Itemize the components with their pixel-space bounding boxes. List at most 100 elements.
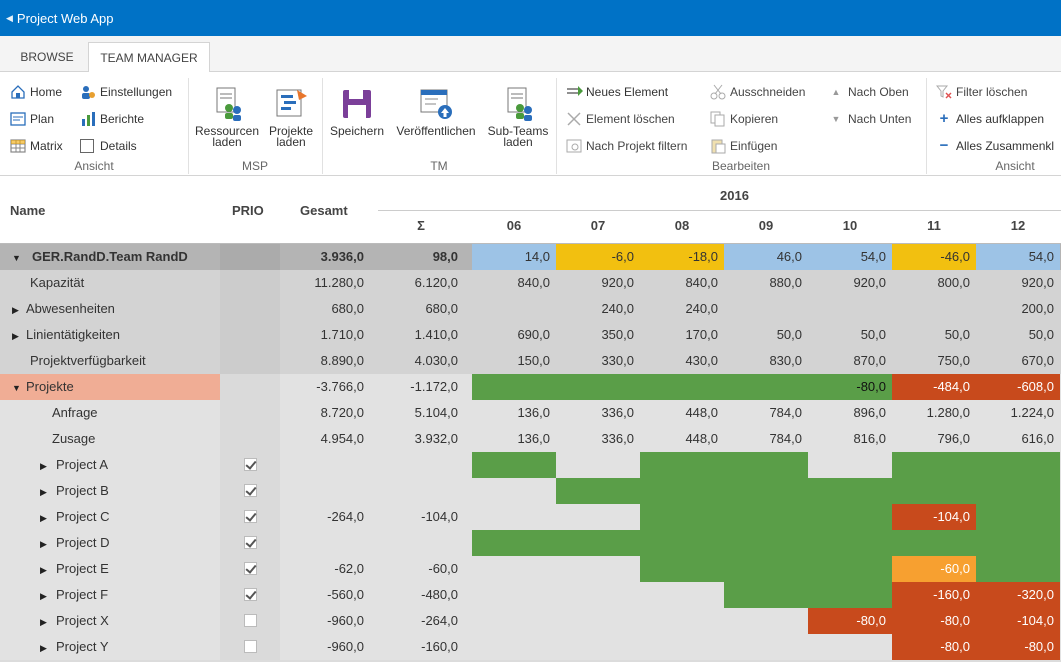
details-checkbox[interactable]: Details (80, 136, 137, 156)
alles-zusammenklappen-button[interactable]: − Alles Zusammenkl (936, 136, 1054, 156)
prio-checkbox[interactable] (244, 458, 257, 471)
col-header-name[interactable]: Name (10, 203, 46, 218)
tab-team-manager[interactable]: TEAM MANAGER (88, 42, 210, 73)
col-header-month[interactable]: 06 (506, 218, 522, 233)
table-row[interactable] (0, 322, 1061, 348)
allocation-block (976, 530, 1060, 556)
nach-oben-button[interactable]: ▲ Nach Oben (828, 82, 909, 102)
cell-month: 240,0 (685, 301, 718, 316)
back-arrow-icon[interactable]: ◀ (6, 12, 13, 23)
row-label[interactable]: ▶ Project Y (40, 634, 109, 660)
status-cell (808, 374, 892, 400)
expand-icon[interactable]: ▶ (40, 617, 47, 627)
expand-icon[interactable]: ▶ (40, 565, 47, 575)
col-header-month[interactable]: 08 (674, 218, 690, 233)
col-header-month[interactable]: 12 (1010, 218, 1026, 233)
filter-loeschen-button[interactable]: Filter löschen (935, 82, 1027, 102)
nach-unten-button[interactable]: ▼ Nach Unten (828, 109, 912, 129)
col-header-month[interactable]: 11 (927, 218, 941, 233)
col-header-sigma[interactable]: Σ (417, 218, 425, 233)
expand-icon[interactable]: ▶ (40, 539, 47, 549)
sub-teams-laden-button[interactable]: Sub-Teams laden (484, 86, 552, 148)
allocation-block (808, 582, 892, 608)
cell-month: 1.224,0 (1010, 405, 1054, 420)
row-label[interactable]: ▶ Project C (40, 504, 109, 530)
row-label[interactable]: ▶ Project B (40, 478, 109, 504)
nach-projekt-filtern-button[interactable]: Nach Projekt filtern (566, 136, 687, 156)
cell-month (640, 452, 724, 478)
row-label[interactable]: ▶ Project A (40, 452, 108, 478)
col-header-month[interactable]: 09 (758, 218, 774, 233)
neues-element-button[interactable]: Neues Element (566, 82, 668, 102)
home-icon (10, 84, 26, 100)
row-label[interactable]: ▶ Project F (40, 582, 108, 608)
cell-month: 616,0 (1021, 431, 1054, 446)
table-row[interactable] (0, 400, 1061, 426)
table-row[interactable] (0, 296, 1061, 322)
prio-checkbox[interactable] (244, 562, 257, 575)
group-label-tm: TM (430, 159, 448, 173)
row-label[interactable]: Projektverfügbarkeit (28, 348, 146, 374)
expand-icon[interactable]: ▶ (12, 305, 19, 315)
kopieren-button[interactable]: Kopieren (710, 109, 778, 129)
einfuegen-button[interactable]: Einfügen (710, 136, 777, 156)
cell-month: 200,0 (1021, 301, 1054, 316)
ressourcen-laden-button[interactable]: Ressourcen laden (192, 86, 262, 148)
matrix-button[interactable]: Matrix (10, 136, 63, 156)
tab-browse[interactable]: BROWSE (20, 50, 74, 64)
table-row[interactable] (0, 270, 1061, 296)
home-button[interactable]: Home (10, 82, 62, 102)
col-header-month[interactable]: 10 (842, 218, 858, 233)
collapse-icon[interactable]: ▼ (12, 253, 21, 263)
prio-checkbox[interactable] (244, 640, 257, 653)
row-label[interactable]: ▼ GER.RandD.Team RandD (12, 244, 188, 270)
cell-month: 14,0 (524, 249, 550, 264)
plan-button[interactable]: Plan (10, 109, 54, 129)
expand-icon[interactable]: ▶ (40, 487, 47, 497)
cell-month (724, 582, 808, 608)
prio-checkbox[interactable] (244, 614, 257, 627)
prio-checkbox[interactable] (244, 536, 257, 549)
einstellungen-button[interactable]: Einstellungen (80, 82, 172, 102)
row-label[interactable]: Kapazität (28, 270, 84, 296)
cell-month: 170,0 (685, 327, 718, 342)
cell-month: 784,0 (769, 431, 802, 446)
cell-month: -60,0 (940, 561, 970, 576)
table-row[interactable] (0, 348, 1061, 374)
row-label[interactable]: ▼ Projekte (12, 374, 74, 400)
allocation-block (808, 504, 892, 530)
table-row[interactable] (0, 426, 1061, 452)
group-label-bearbeiten: Bearbeiten (711, 159, 771, 173)
col-header-prio[interactable]: PRIO (232, 203, 264, 218)
table-row[interactable] (0, 634, 1061, 660)
prio-checkbox[interactable] (244, 588, 257, 601)
row-label[interactable]: ▶ Project X (40, 608, 109, 634)
row-label[interactable]: Zusage (50, 426, 95, 452)
row-label[interactable]: Anfrage (50, 400, 98, 426)
expand-icon[interactable]: ▶ (40, 513, 47, 523)
cell-month (640, 374, 724, 400)
row-label[interactable]: ▶ Linientätigkeiten (12, 322, 120, 348)
berichte-button[interactable]: Berichte (80, 109, 144, 129)
expand-icon[interactable]: ▶ (40, 461, 47, 471)
ausschneiden-button[interactable]: Ausschneiden (710, 82, 805, 102)
row-label[interactable]: ▶ Project E (40, 556, 109, 582)
alles-aufklappen-button[interactable]: + Alles aufklappen (936, 109, 1044, 129)
cell-month: 796,0 (937, 431, 970, 446)
projekte-laden-button[interactable]: Projekte laden (264, 86, 318, 148)
speichern-button[interactable]: Speichern (326, 86, 388, 137)
prio-checkbox[interactable] (244, 510, 257, 523)
prio-checkbox[interactable] (244, 484, 257, 497)
cell-month: 50,0 (1028, 327, 1054, 342)
expand-icon[interactable]: ▶ (40, 591, 47, 601)
element-loeschen-button[interactable]: Element löschen (566, 109, 675, 129)
expand-icon[interactable]: ▶ (12, 331, 19, 341)
cell-month (892, 530, 976, 556)
expand-icon[interactable]: ▶ (40, 643, 47, 653)
collapse-icon[interactable]: ▼ (12, 383, 21, 393)
col-header-month[interactable]: 07 (590, 218, 606, 233)
veroeffentlichen-button[interactable]: Veröffentlichen (390, 86, 482, 137)
row-label[interactable]: ▶ Project D (40, 530, 109, 556)
row-label[interactable]: ▶ Abwesenheiten (12, 296, 115, 322)
col-header-gesamt[interactable]: Gesamt (300, 203, 348, 218)
